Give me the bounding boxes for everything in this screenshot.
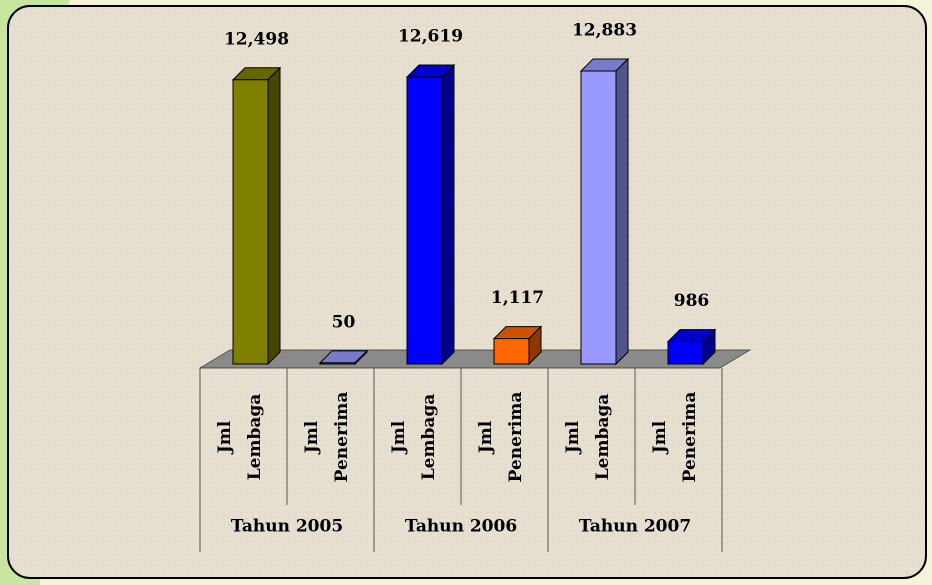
group-label: Tahun 2006 [405,517,517,537]
bar [493,338,530,365]
value-label: 12,498 [224,29,289,49]
group-label: Tahun 2005 [231,517,343,537]
x-tick-label: Penerima [332,392,352,483]
panel [7,5,927,579]
bar [667,341,704,365]
bar-side [441,63,455,366]
value-label: 986 [674,291,710,311]
x-tick-label: Jml [476,420,496,455]
value-label: 12,883 [572,21,637,41]
x-tick-label: Jml [389,420,409,455]
x-tick-label: Penerima [680,392,700,483]
value-label: 1,117 [491,288,544,308]
bar [232,79,269,365]
x-tick-label: Lembaga [593,394,613,481]
value-label: 50 [332,312,356,332]
group-label: Tahun 2007 [579,517,691,537]
x-tick-label: Lembaga [419,394,439,481]
x-tick-label: Jml [650,420,670,455]
bar [580,70,617,365]
x-tick-label: Jml [563,420,583,455]
bar [406,76,443,365]
bar-side [267,66,281,366]
bar [319,362,356,365]
x-tick-label: Jml [215,420,235,455]
x-tick-label: Jml [302,420,322,455]
value-label: 12,619 [398,27,463,47]
bar-side [615,57,629,366]
x-tick-label: Lembaga [245,394,265,481]
x-tick-label: Penerima [506,392,526,483]
